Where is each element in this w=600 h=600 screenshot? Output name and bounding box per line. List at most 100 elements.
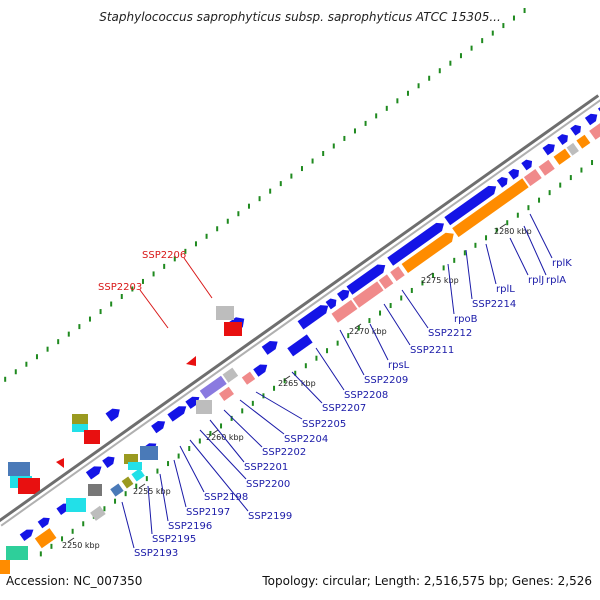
gene-arrow: [85, 466, 102, 480]
outer-dot: [396, 98, 399, 104]
outer-dot: [491, 30, 494, 36]
inner-dot: [71, 528, 74, 534]
gene-label: rpsL: [388, 360, 410, 371]
gene-label: SSP2201: [244, 462, 288, 473]
gene-square: [6, 546, 28, 560]
gene-rect: [331, 299, 358, 323]
inner-dot: [135, 483, 138, 489]
gene-block: [325, 298, 337, 310]
gene-block: [121, 476, 134, 489]
inner-dot: [50, 543, 53, 549]
tick-mark: [67, 537, 75, 543]
gene-label: SSP2208: [344, 390, 388, 401]
gene-block: [444, 185, 497, 226]
outer-dot: [173, 256, 176, 262]
inner-dot: [124, 491, 127, 497]
leader-line: [339, 329, 365, 376]
gene-block: [337, 289, 350, 302]
inner-dot: [103, 506, 106, 512]
gene-block: [542, 143, 555, 156]
inner-dot: [251, 400, 254, 406]
gene-square: [224, 322, 242, 336]
gene-arrow: [521, 159, 533, 171]
tick-mark: [499, 223, 507, 229]
gene-block: [346, 264, 386, 295]
leader-line: [401, 289, 429, 329]
gene-block: [102, 456, 115, 468]
inner-dot: [177, 453, 180, 459]
inner-dot: [495, 227, 498, 233]
outer-dot: [120, 294, 123, 299]
leader-line-red: [139, 289, 169, 329]
gene-block: [105, 408, 120, 422]
gene-arrow: [151, 421, 166, 434]
inner-dot: [220, 423, 223, 429]
inner-dot: [114, 498, 117, 504]
gene-block: [538, 159, 555, 176]
inner-dot: [421, 280, 424, 286]
tick-mark: [283, 375, 291, 381]
tick-mark: [426, 272, 434, 278]
gene-arrow: [346, 264, 386, 295]
gene-block: [19, 529, 34, 542]
inner-dot: [442, 265, 445, 271]
backbone-line-outer: [0, 94, 600, 523]
outer-dot: [375, 113, 378, 119]
gene-block: [553, 148, 571, 165]
gene-square: [66, 498, 86, 512]
inner-dot: [61, 536, 64, 542]
outer-dot: [205, 233, 208, 239]
gene-rect: [553, 148, 571, 165]
gene-arrow: [261, 340, 278, 355]
gene-rect: [452, 178, 529, 238]
gene-block: [496, 176, 508, 188]
inner-dot: [432, 272, 435, 278]
gene-square: [8, 462, 30, 476]
leader-line: [291, 371, 323, 404]
inner-dot: [379, 310, 382, 316]
gene-rect: [34, 528, 57, 549]
inner-dot: [294, 370, 297, 376]
gene-arrow: [337, 289, 350, 302]
tick-label: 2270 kbp: [349, 327, 387, 336]
accession-text: Accession: NC_007350: [6, 574, 143, 588]
outer-dot: [438, 68, 441, 74]
inner-dot: [538, 197, 541, 203]
inner-dot: [273, 385, 276, 391]
inner-dot: [485, 235, 488, 241]
gene-label: rpoB: [454, 314, 478, 325]
inner-dot: [82, 521, 85, 527]
gene-block: [85, 466, 102, 480]
leader-line: [485, 243, 497, 285]
gene-label-red: SSP2203: [98, 282, 142, 293]
gene-label: rplK: [552, 258, 572, 269]
leader-line: [147, 485, 153, 535]
gene-block: [199, 375, 227, 399]
outer-dot: [216, 226, 219, 232]
outer-dot: [131, 286, 134, 292]
gene-square: [0, 560, 10, 574]
gene-block: [387, 222, 444, 266]
outer-dot: [141, 278, 144, 284]
gene-square: [140, 446, 158, 460]
gene-rect: [378, 274, 394, 290]
inner-dot: [389, 303, 392, 309]
gene-label: SSP2196: [168, 521, 212, 532]
gene-label: SSP2197: [186, 507, 230, 518]
gene-label: SSP2195: [152, 534, 196, 545]
gene-rect: [222, 367, 239, 383]
gene-label: SSP2200: [246, 479, 290, 490]
gene-arrow: [401, 232, 454, 273]
gene-rect: [390, 266, 405, 282]
outer-dot: [353, 128, 356, 134]
inner-dot: [548, 190, 551, 196]
tick-label: 2275 kbp: [421, 276, 459, 285]
gene-label: SSP2205: [302, 419, 346, 430]
gene-label: rplL: [496, 284, 515, 295]
outer-dot: [332, 143, 335, 149]
gene-block: [151, 421, 166, 434]
inner-dot: [527, 205, 530, 211]
outer-dot: [226, 218, 229, 224]
outer-dot: [67, 331, 70, 337]
